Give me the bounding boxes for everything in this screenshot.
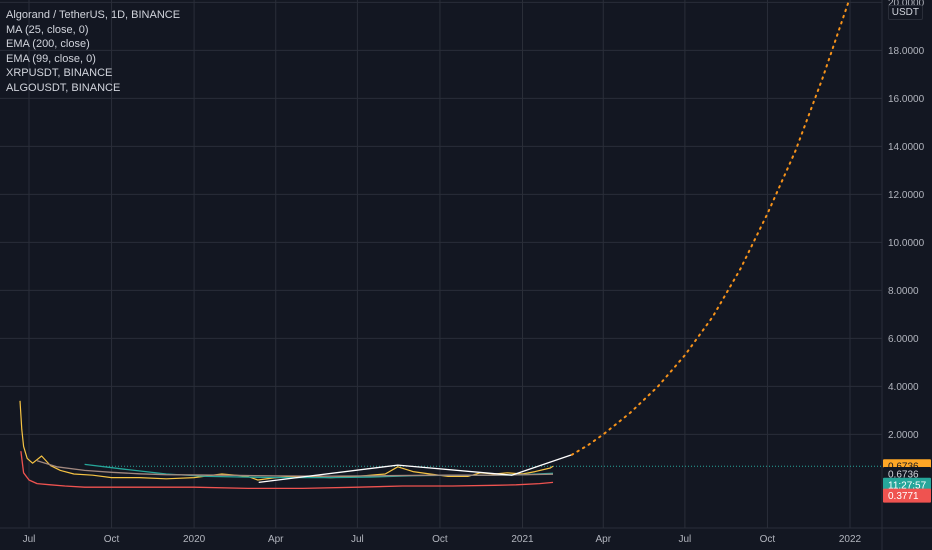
y-tick-label: 4.0000	[888, 382, 919, 393]
y-tick-label: 16.0000	[888, 94, 925, 105]
series-line-4	[258, 454, 573, 484]
price-tag-bg	[883, 477, 931, 492]
legend-symbol[interactable]: Algorand / TetherUS, 1D, BINANCE	[6, 9, 181, 21]
y-tick-label: 2.0000	[888, 430, 919, 441]
x-tick-label: Jul	[351, 534, 364, 545]
y-tick-label: 6.0000	[888, 334, 919, 345]
projection-line	[570, 0, 851, 456]
chart-legend: Algorand / TetherUS, 1D, BINANCE MA (25,…	[6, 8, 180, 95]
y-tick-label: 8.0000	[888, 286, 919, 297]
currency-button[interactable]: USDT	[887, 5, 923, 20]
price-tag-label: 0.3771	[888, 491, 919, 502]
x-tick-label: Oct	[760, 534, 776, 545]
x-tick-label: Oct	[104, 534, 120, 545]
legend-study-ema200[interactable]: EMA (200, close)	[6, 38, 90, 50]
legend-study-algousdt[interactable]: ALGOUSDT, BINANCE	[6, 81, 121, 94]
price-tag-label: 11:27:57	[888, 480, 927, 491]
x-tick-label: Apr	[268, 534, 284, 545]
series-line-3	[36, 460, 554, 477]
x-tick-label: Apr	[595, 534, 611, 545]
x-tick-label: Jul	[23, 534, 36, 545]
series-line-0	[20, 451, 554, 490]
y-tick-label: 18.0000	[888, 46, 925, 57]
x-tick-label: 2020	[183, 534, 206, 545]
y-tick-label: 14.0000	[888, 142, 925, 153]
y-tick-label: 10.0000	[888, 238, 925, 249]
legend-study-ema99[interactable]: EMA (99, close, 0)	[6, 52, 96, 65]
y-tick-label: 20.0000	[888, 0, 925, 9]
price-tag-bg	[883, 488, 931, 503]
x-tick-label: Oct	[432, 534, 448, 545]
legend-study-xrpusdt[interactable]: XRPUSDT, BINANCE	[6, 67, 113, 79]
x-tick-label: 2022	[839, 534, 862, 545]
x-tick-label: Jul	[679, 534, 692, 545]
x-tick-label: 2021	[511, 534, 534, 545]
series-line-1	[19, 400, 554, 481]
price-tag-label: 0.6736	[888, 470, 919, 481]
y-tick-label: 12.0000	[888, 190, 925, 201]
price-tag-bg	[883, 467, 931, 481]
legend-study-ma25[interactable]: MA (25, close, 0)	[6, 23, 89, 36]
